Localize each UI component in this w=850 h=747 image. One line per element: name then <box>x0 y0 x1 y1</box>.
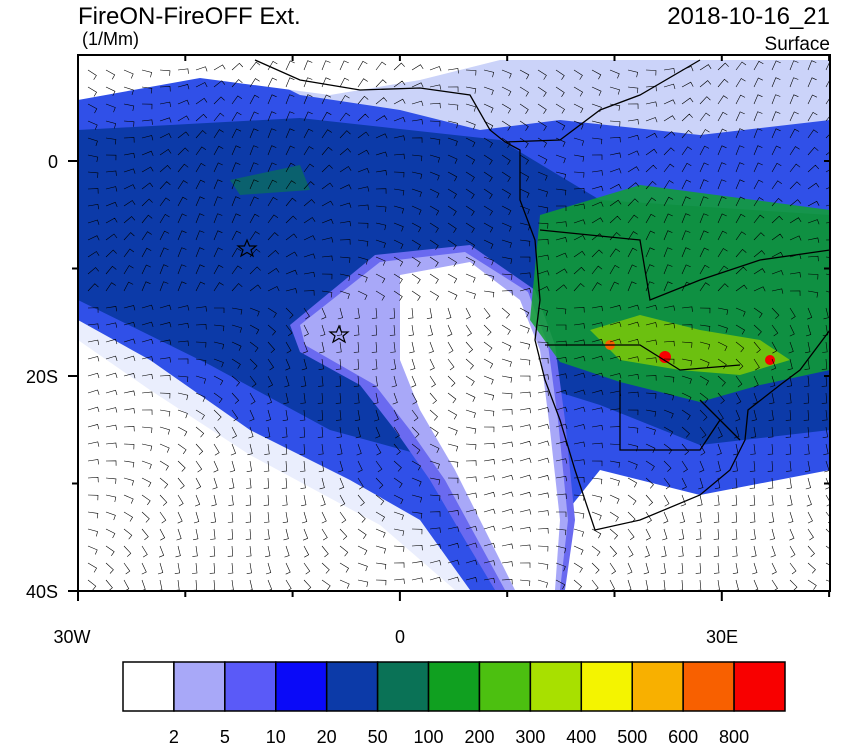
field-north-land <box>230 60 830 135</box>
colorbar-swatch <box>275 661 328 712</box>
coastlines-borders <box>254 59 830 531</box>
colorbar-swatch <box>427 661 481 712</box>
colorbar-label: 600 <box>668 727 698 747</box>
colorbar-label: 50 <box>368 727 388 747</box>
colorbar-swatch <box>173 661 226 712</box>
colorbar-label: 100 <box>414 727 444 747</box>
datetime: 2018-10-16_21 <box>667 3 830 30</box>
colorbar-swatch <box>733 661 786 712</box>
lat-label: 40S <box>26 582 58 602</box>
lon-label: 30W <box>53 627 90 647</box>
site-star <box>236 238 258 258</box>
hotspot <box>659 351 671 363</box>
map-field <box>78 55 830 591</box>
colorbar-label: 500 <box>617 727 647 747</box>
colorbar-swatch <box>631 661 684 712</box>
colorbar-label: 20 <box>317 727 337 747</box>
colorbar-label: 200 <box>464 727 494 747</box>
colorbar-swatch <box>224 661 277 712</box>
title: FireON-FireOFF Ext. <box>78 3 301 30</box>
colorbar-swatch <box>682 661 735 712</box>
wind-barbs <box>87 60 830 591</box>
colorbar-label: 300 <box>515 727 545 747</box>
lon-label: 0 <box>395 627 405 647</box>
lat-label: 20S <box>26 367 58 387</box>
colorbar-swatch <box>478 661 532 712</box>
colorbar-label: 400 <box>566 727 596 747</box>
level: Surface <box>765 34 830 55</box>
colorbar-swatch <box>376 661 430 712</box>
hotspot <box>765 355 775 365</box>
field-yellowgreen <box>590 315 790 375</box>
lat-label: 0 <box>48 152 58 172</box>
colorbar-swatch <box>325 661 379 712</box>
field-south-clear <box>78 320 470 590</box>
colorbar: 2 5 10 20 50 100 200 300 400 500 600 800 <box>122 661 786 747</box>
map-ticks <box>68 55 831 601</box>
site-star <box>328 324 350 344</box>
colorbar-swatch <box>122 661 175 712</box>
colorbar-label: 10 <box>266 727 286 747</box>
colorbar-label: 5 <box>220 727 230 747</box>
map-frame <box>77 54 831 592</box>
lon-label: 30E <box>706 627 738 647</box>
field-plume-core <box>400 262 560 590</box>
field-teal <box>230 165 310 195</box>
colorbar-label: 2 <box>169 727 179 747</box>
units: (1/Mm) <box>82 29 139 49</box>
colorbar-label: 800 <box>719 727 749 747</box>
colorbar-swatch <box>529 661 583 712</box>
colorbar-swatch <box>580 661 633 712</box>
